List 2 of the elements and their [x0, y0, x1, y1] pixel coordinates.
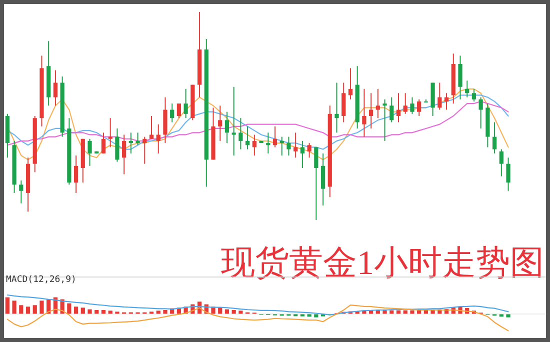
text: 现货黄金1小时走势图: [221, 245, 544, 282]
chart-title: MACD(12,26,9): [6, 275, 76, 285]
